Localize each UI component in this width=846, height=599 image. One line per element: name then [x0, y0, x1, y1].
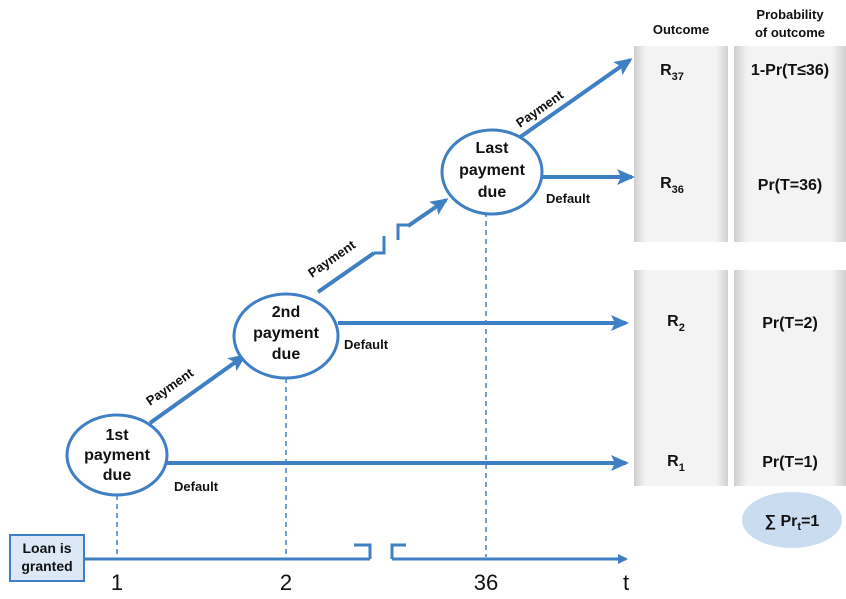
node-last-payment: Last payment due — [440, 128, 544, 216]
sum-prefix: ∑ Pr — [765, 513, 798, 530]
axis-tick-1: 1 — [111, 570, 123, 595]
outcome-base: R — [667, 313, 679, 330]
probability-cell: Pr(T=2) — [762, 315, 818, 332]
loan-granted-line1: Loan is — [22, 540, 71, 556]
payment-label-1: Payment — [143, 365, 197, 409]
node-2nd-payment: 2nd payment due — [232, 292, 340, 380]
probability-panel-top — [734, 46, 846, 242]
node-ellipse — [440, 128, 544, 216]
default-label-2: Default — [344, 337, 389, 352]
payment-break-left — [374, 236, 386, 255]
node-line1: 2nd — [272, 304, 300, 321]
node-line2: payment — [253, 325, 319, 342]
payment-arrows — [148, 58, 633, 425]
node-ellipse — [232, 292, 340, 380]
payment-arrow-2a — [316, 251, 376, 294]
payment-arrow-2b — [406, 198, 449, 228]
axis-t-label: t — [623, 570, 629, 595]
payment-arrow-36 — [514, 58, 633, 142]
payment-arrow-1 — [148, 354, 247, 425]
time-guides — [116, 212, 487, 557]
loan-granted-box — [9, 534, 85, 582]
outcome-sub: 2 — [679, 322, 685, 334]
sum-bubble — [742, 492, 842, 548]
outcome-cell: R36 — [660, 175, 684, 196]
outcome-panel-bottom — [634, 270, 728, 486]
table-row-r2: R2 Pr(T=2) — [667, 313, 818, 334]
outcome-cell: R1 — [667, 453, 685, 474]
table-row-r37: R37 1-Pr(T≤36) — [660, 62, 829, 83]
time-axis — [85, 543, 628, 564]
probability-header-line1: Probability — [756, 7, 824, 22]
default-label-36: Default — [546, 191, 591, 206]
outcome-panel-top — [634, 46, 728, 242]
default-label-1: Default — [174, 479, 219, 494]
table-row-r36: R36 Pr(T=36) — [660, 175, 822, 196]
table-row-r1: R1 Pr(T=1) — [667, 453, 818, 474]
outcome-cell: R37 — [660, 62, 684, 83]
probability-cell: 1-Pr(T≤36) — [751, 62, 829, 79]
outcome-sub: 36 — [672, 184, 684, 196]
outcome-panels — [634, 46, 846, 486]
axis-tick-2: 2 — [280, 570, 292, 595]
sum-sub: t — [797, 521, 801, 533]
axis-break-right — [390, 543, 406, 559]
outcome-cell: R2 — [667, 313, 685, 334]
payment-label-2: Payment — [305, 237, 359, 281]
node-line2: payment — [459, 162, 525, 179]
node-line3: due — [103, 467, 132, 484]
axis-break-left — [354, 543, 372, 559]
default-arrows — [166, 169, 635, 471]
node-line3: due — [478, 184, 507, 201]
payment-break-right — [396, 223, 410, 240]
outcome-sub: 37 — [672, 71, 684, 83]
probability-cell: Pr(T=1) — [762, 454, 818, 471]
node-line1: 1st — [105, 427, 129, 444]
node-1st-payment: 1st payment due — [65, 413, 169, 497]
probability-cell: Pr(T=36) — [758, 177, 822, 194]
axis-tick-36: 36 — [474, 570, 498, 595]
loan-granted-line2: granted — [21, 558, 72, 574]
outcome-header: Outcome — [653, 22, 709, 37]
outcome-sub: 1 — [679, 462, 685, 474]
node-line3: due — [272, 346, 301, 363]
outcome-base: R — [660, 175, 672, 192]
probability-panel-bottom — [734, 270, 846, 486]
outcome-base: R — [660, 62, 672, 79]
node-line1: Last — [476, 140, 510, 157]
probability-header-line2: of outcome — [755, 25, 825, 40]
sum-suffix: =1 — [801, 513, 819, 530]
node-line2: payment — [84, 447, 150, 464]
outcome-base: R — [667, 453, 679, 470]
sum-label: ∑ Prt=1 — [765, 513, 820, 533]
node-ellipse — [65, 413, 169, 497]
